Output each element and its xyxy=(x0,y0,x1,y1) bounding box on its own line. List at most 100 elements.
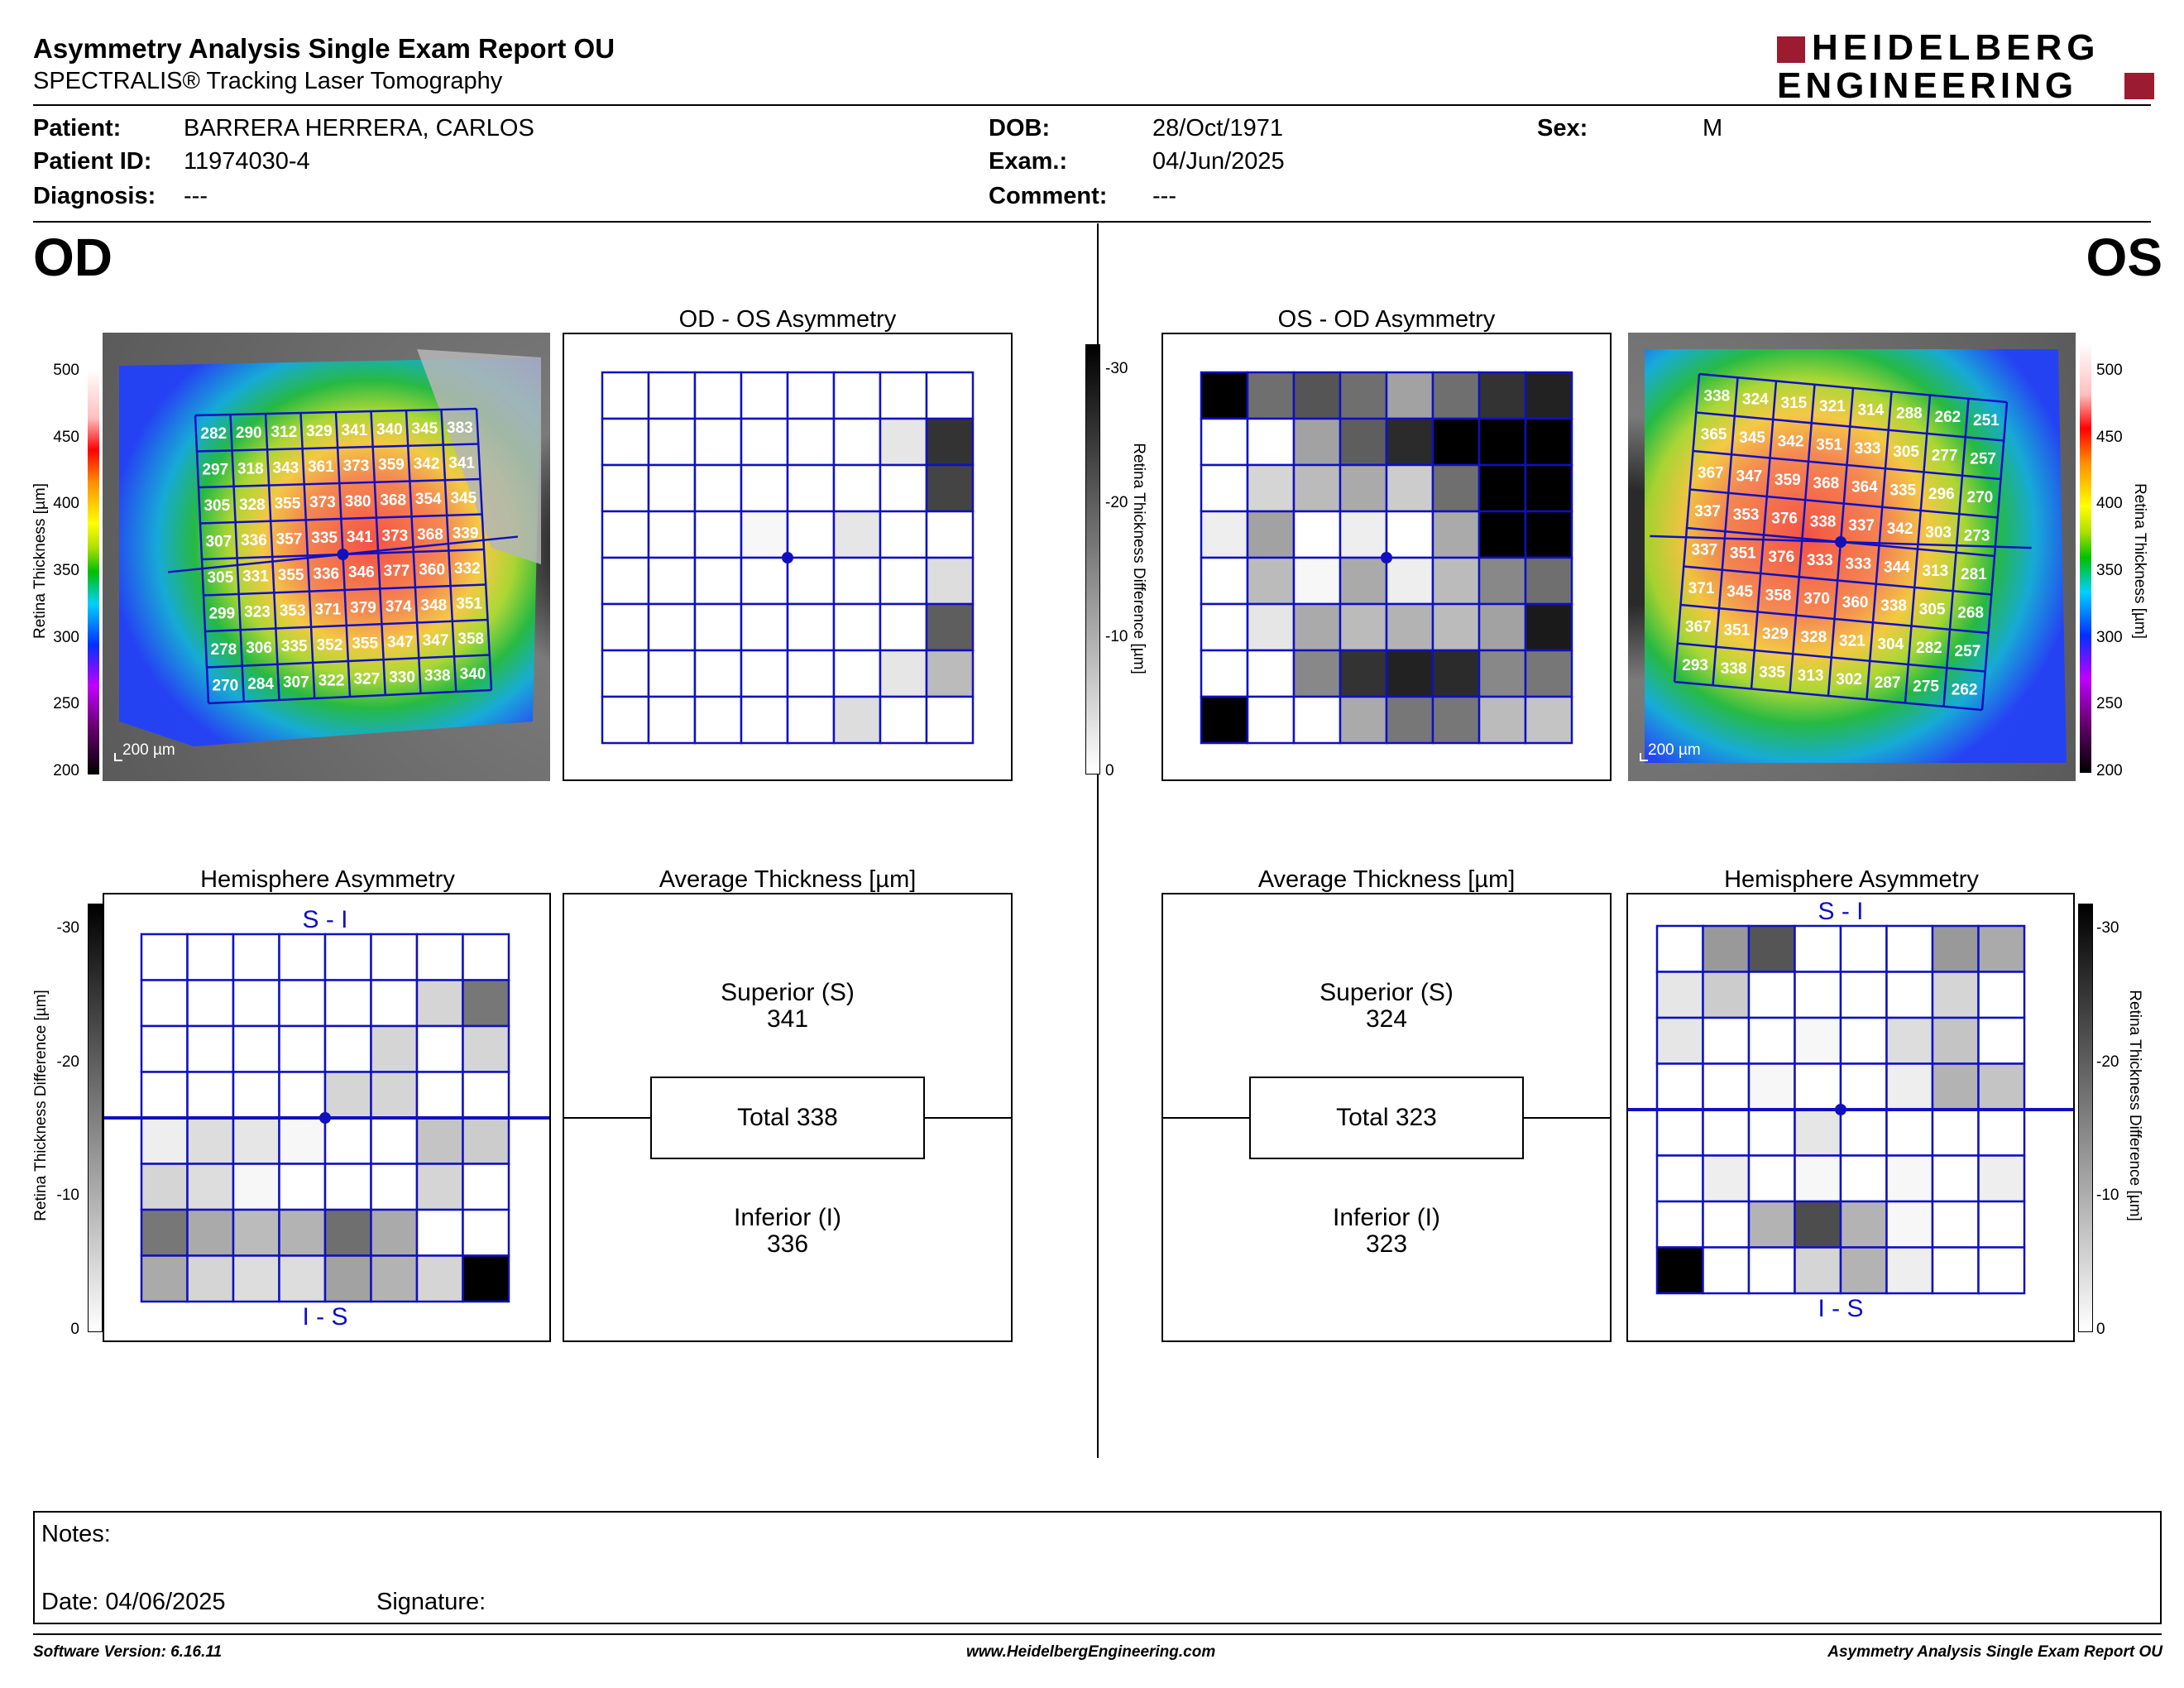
thickness-value: 278 xyxy=(211,641,237,659)
od-total-box: Total 338 xyxy=(650,1077,925,1159)
asymmetry-cell xyxy=(1524,556,1573,606)
scale-tick-label: 450 xyxy=(2096,428,2123,446)
hemisphere-cell xyxy=(232,1163,280,1211)
thickness-value: 324 xyxy=(1742,391,1769,409)
thickness-value: 371 xyxy=(1688,580,1715,597)
thickness-value: 333 xyxy=(1846,555,1872,573)
scale-tick-label: -10 xyxy=(56,1187,79,1205)
fovea-center-marker xyxy=(1835,536,1846,548)
thickness-value: 373 xyxy=(382,527,409,544)
thickness-value: 321 xyxy=(1839,632,1866,650)
hemisphere-cell xyxy=(370,1254,419,1303)
logo-line-2: ENGINEERING xyxy=(1777,65,2078,106)
hemisphere-cell xyxy=(1931,924,1980,973)
asymmetry-cell xyxy=(879,371,928,420)
thickness-value: 360 xyxy=(419,562,445,579)
thickness-value: 361 xyxy=(308,458,334,476)
od-hemi-colorbar xyxy=(88,904,103,1332)
asymmetry-cell xyxy=(1200,417,1249,467)
hemisphere-cell xyxy=(186,1208,235,1257)
hemisphere-cell xyxy=(370,979,419,1028)
hemisphere-cell xyxy=(1977,1108,2026,1157)
asymmetry-cell xyxy=(1478,510,1527,559)
hemisphere-cell xyxy=(1977,971,2026,1019)
asymmetry-cell xyxy=(786,695,836,745)
scale-tick-label: -20 xyxy=(56,1053,79,1071)
thickness-value: 329 xyxy=(1762,626,1789,643)
asymmetry-cell xyxy=(832,649,882,698)
asymmetry-cell xyxy=(1339,556,1388,606)
hemisphere-cell xyxy=(1655,1246,1704,1295)
asymmetry-cell xyxy=(1246,556,1296,606)
hemisphere-cell xyxy=(1702,924,1751,973)
thickness-value: 354 xyxy=(415,491,442,508)
dob-value: 28/Oct/1971 xyxy=(1152,115,1283,141)
thickness-value: 341 xyxy=(448,454,475,472)
thickness-value: 251 xyxy=(1973,412,2000,429)
thickness-grid-line xyxy=(1674,680,1983,712)
patient-name: BARRERA HERRERA, CARLOS xyxy=(184,115,534,141)
asymmetry-cell xyxy=(1339,649,1388,698)
asymmetry-cell xyxy=(601,602,650,652)
hemisphere-cell xyxy=(1655,1108,1704,1157)
asymmetry-cell xyxy=(740,371,789,420)
logo-line-1: HEIDELBERG xyxy=(1812,27,2100,68)
os-od-asymmetry-grid xyxy=(1200,371,1573,745)
od-average-thickness-panel: Superior (S) 341 Total 338 Inferior (I) … xyxy=(563,893,1013,1342)
os-average-thickness-title: Average Thickness [µm] xyxy=(1257,866,1516,893)
report-subtitle: SPECTRALIS® Tracking Laser Tomography xyxy=(33,68,503,94)
hemisphere-cell xyxy=(1702,1246,1751,1295)
fovea-center-marker xyxy=(319,1112,331,1124)
od-inferior-label: Inferior (I) xyxy=(733,1204,842,1231)
report-title: Asymmetry Analysis Single Exam Report OU xyxy=(33,33,615,64)
hemisphere-cell xyxy=(1702,1200,1751,1249)
scale-tick-label: 0 xyxy=(70,1321,79,1338)
thickness-value: 345 xyxy=(1727,583,1753,601)
thickness-value: 335 xyxy=(1759,664,1785,681)
od-total-value: Total 338 xyxy=(737,1104,838,1131)
thickness-value: 262 xyxy=(1952,682,1978,699)
os-inferior-value: 323 xyxy=(1365,1230,1408,1258)
thickness-value: 352 xyxy=(317,636,343,654)
hemisphere-cell xyxy=(140,1116,189,1165)
asymmetry-cell xyxy=(647,371,697,420)
hemisphere-cell xyxy=(1977,1062,2026,1111)
thickness-value: 328 xyxy=(1801,629,1827,646)
thickness-value: 358 xyxy=(457,631,484,648)
asymmetry-cell xyxy=(1200,463,1249,513)
asymmetry-cell xyxy=(1246,695,1296,745)
hemisphere-cell xyxy=(1655,1016,1704,1065)
scale-tick-label: -10 xyxy=(2096,1187,2119,1205)
asymmetry-cell xyxy=(601,510,650,559)
os-od-asymmetry-panel xyxy=(1161,333,1612,781)
os-hemisphere-grid: S - I I - S xyxy=(1628,898,2073,1322)
os-average-thickness-panel: Superior (S) 324 Total 323 Inferior (I) … xyxy=(1161,893,1612,1342)
comment-label: Comment: xyxy=(989,183,1108,209)
asymmetry-cell xyxy=(925,510,975,559)
hemisphere-cell xyxy=(323,1071,372,1120)
os-thickness-map xyxy=(1645,349,2067,763)
asymmetry-cell xyxy=(1339,695,1388,745)
scale-tick-label: 0 xyxy=(1105,762,1114,779)
thickness-value: 345 xyxy=(412,420,438,438)
thickness-value: 353 xyxy=(1733,506,1760,524)
thickness-value: 305 xyxy=(1893,444,1919,461)
hemisphere-cell xyxy=(278,1116,327,1165)
asymmetry-cell xyxy=(647,649,697,698)
thickness-value: 377 xyxy=(384,563,410,580)
scale-tick-label: 300 xyxy=(2096,628,2123,646)
thickness-value: 368 xyxy=(417,526,443,544)
hemisphere-cell xyxy=(140,1254,189,1303)
hemisphere-cell xyxy=(232,1208,280,1257)
asymmetry-cell xyxy=(1524,371,1573,420)
asymmetry-cell xyxy=(1524,649,1573,698)
asymmetry-cell xyxy=(1431,463,1481,513)
asymmetry-cell xyxy=(925,556,975,606)
od-fundus-image: 282 290 312 329 341 340 345 383 297 318 343 361 373 3… xyxy=(103,333,550,781)
thickness-grid-line xyxy=(204,618,488,633)
sex-label: Sex: xyxy=(1537,115,1588,141)
patient-id-value: 11974030-4 xyxy=(184,148,310,175)
thickness-value: 347 xyxy=(1736,468,1763,486)
hemisphere-cell xyxy=(140,1071,189,1120)
hemisphere-cell xyxy=(278,1208,327,1257)
